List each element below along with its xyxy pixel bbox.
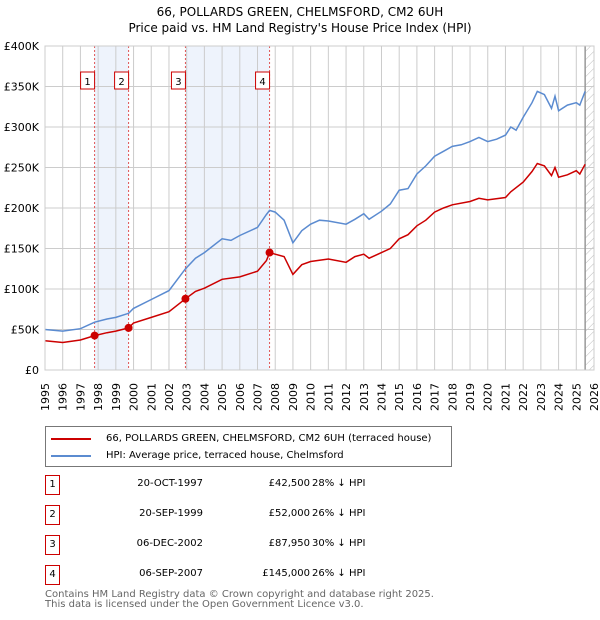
transaction-row: 2 20-SEP-1999 £52,000 26% ↓ HPI — [45, 505, 445, 525]
sale-point — [124, 323, 133, 332]
footer-copyright: Contains HM Land Registry data © Crown c… — [45, 589, 434, 600]
x-tick-label: 2021 — [499, 383, 512, 411]
y-tick-label: £100K — [4, 283, 40, 296]
x-tick-label: 2000 — [128, 383, 141, 411]
x-tick-label: 2008 — [269, 383, 282, 411]
legend-property: 66, POLLARDS GREEN, CHELMSFORD, CM2 6UH … — [106, 433, 432, 444]
y-tick-label: £0 — [25, 364, 39, 377]
sale-label: 4 — [259, 77, 265, 88]
transaction-hpi-diff: 26% ↓ HPI — [312, 508, 366, 519]
y-tick-label: £200K — [4, 202, 40, 215]
x-tick-label: 2026 — [588, 383, 600, 411]
x-tick-label: 2005 — [216, 383, 229, 411]
sale-label: 1 — [84, 77, 90, 88]
x-tick-label: 2009 — [287, 383, 300, 411]
sale-label-box — [170, 71, 186, 90]
transaction-date: 06-DEC-2002 — [136, 538, 203, 549]
footer-licence: This data is licensed under the Open Gov… — [45, 599, 364, 610]
x-tick-label: 1999 — [110, 383, 123, 411]
y-tick-label: £400K — [4, 40, 40, 53]
transaction-price: £52,000 — [268, 508, 310, 519]
legend-hpi: HPI: Average price, terraced house, Chel… — [106, 450, 344, 461]
x-tick-label: 2023 — [535, 383, 548, 411]
transaction-hpi-diff: 26% ↓ HPI — [312, 568, 366, 579]
x-tick-label: 2001 — [145, 383, 158, 411]
footer: Contains HM Land Registry data © Crown c… — [45, 590, 434, 610]
x-tick-label: 2012 — [340, 383, 353, 411]
sale-label-box — [114, 71, 130, 90]
transaction-date: 20-OCT-1997 — [137, 478, 203, 489]
transaction-marker: 3 — [45, 535, 60, 555]
transaction-hpi-diff: 30% ↓ HPI — [312, 538, 366, 549]
transaction-marker: 4 — [45, 565, 60, 585]
hpi-line — [44, 90, 586, 332]
y-tick-label: £50K — [11, 324, 40, 337]
transaction-hpi-diff: 28% ↓ HPI — [312, 478, 366, 489]
chart-title: 66, POLLARDS GREEN, CHELMSFORD, CM2 6UH — [156, 5, 444, 19]
transaction-price: £87,950 — [268, 538, 310, 549]
x-tick-label: 2017 — [429, 383, 442, 411]
sale-label-box — [255, 71, 271, 90]
chart-subtitle: Price paid vs. HM Land Registry's House … — [128, 21, 472, 35]
x-tick-label: 2004 — [198, 383, 211, 411]
transaction-marker: 1 — [45, 475, 60, 495]
sale-label: 2 — [118, 77, 124, 88]
property-price-line — [44, 162, 586, 344]
y-tick-label: £350K — [4, 81, 40, 94]
legend: 66, POLLARDS GREEN, CHELMSFORD, CM2 6UH … — [45, 426, 452, 467]
x-tick-label: 1998 — [92, 383, 105, 411]
legend-swatch-hpi — [51, 454, 91, 457]
x-tick-label: 2011 — [322, 383, 335, 411]
sale-point — [90, 331, 99, 340]
x-tick-label: 2015 — [393, 383, 406, 411]
y-tick-label: £300K — [4, 121, 40, 134]
price-chart: 1995 1996 1997 1998 1999 2000 2001 2002 2003 2004… — [4, 40, 600, 411]
transaction-date: 20-SEP-1999 — [139, 508, 203, 519]
sale-point — [265, 248, 274, 257]
x-tick-label: 2016 — [411, 383, 424, 411]
x-tick-label: 2020 — [482, 383, 495, 411]
x-tick-label: 1996 — [57, 383, 70, 411]
transaction-row: 4 06-SEP-2007 £145,000 26% ↓ HPI — [45, 565, 445, 585]
x-tick-label: 2024 — [553, 383, 566, 411]
x-tick-label: 2002 — [163, 383, 176, 411]
transaction-row: 1 20-OCT-1997 £42,500 28% ↓ HPI — [45, 475, 445, 495]
x-tick-label: 2019 — [464, 383, 477, 411]
transaction-marker: 2 — [45, 505, 60, 525]
x-tick-label: 2018 — [446, 383, 459, 411]
x-tick-label: 2014 — [375, 383, 388, 411]
y-tick-label: £250K — [4, 162, 40, 175]
transaction-price: £42,500 — [268, 478, 310, 489]
transaction-price: £145,000 — [262, 568, 310, 579]
x-tick-label: 2003 — [181, 383, 194, 411]
sale-label: 3 — [175, 77, 181, 88]
x-tick-label: 2022 — [517, 383, 530, 411]
plot-border — [44, 45, 595, 371]
y-tick-label: £150K — [4, 243, 40, 256]
sale-label-box — [80, 71, 96, 90]
x-tick-label: 1997 — [74, 383, 87, 411]
x-tick-label: 2013 — [358, 383, 371, 411]
sale-point — [181, 294, 190, 303]
x-tick-label: 2010 — [305, 383, 318, 411]
transaction-date: 06-SEP-2007 — [139, 568, 203, 579]
legend-swatch-property — [51, 437, 91, 440]
x-tick-label: 2025 — [570, 383, 583, 411]
x-tick-label: 1995 — [39, 383, 52, 411]
transaction-row: 3 06-DEC-2002 £87,950 30% ↓ HPI — [45, 535, 445, 555]
x-tick-label: 2006 — [234, 383, 247, 411]
x-tick-label: 2007 — [252, 383, 265, 411]
